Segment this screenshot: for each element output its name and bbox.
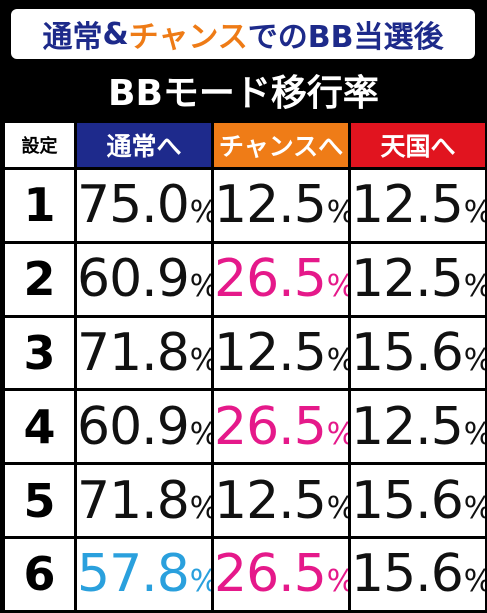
heaven-rate-value: 12.5 (351, 249, 464, 310)
heaven-rate-value: 15.6 (351, 322, 464, 383)
header-setting: 設定 (2, 120, 77, 170)
setting-cell: 3 (2, 314, 77, 392)
normal-rate-cell: 57.8% (74, 535, 214, 613)
chance-rate-value: 12.5 (214, 470, 327, 531)
normal-rate-value: 71.8 (77, 470, 190, 531)
percent-sign: % (190, 417, 210, 452)
heaven-rate-value: 12.5 (351, 396, 464, 457)
chance-rate-cell: 26.5% (211, 240, 351, 318)
table-row: 371.8%12.5%15.6% (2, 314, 487, 392)
chance-rate-value: 12.5 (214, 322, 327, 383)
percent-sign: % (190, 269, 210, 304)
percent-sign: % (464, 343, 484, 378)
normal-rate-value: 60.9 (77, 249, 190, 310)
percent-sign: % (464, 417, 484, 452)
percent-sign: % (190, 343, 210, 378)
percent-sign: % (327, 491, 347, 526)
chance-rate-cell: 12.5% (211, 314, 351, 392)
heaven-rate-value: 15.6 (351, 544, 464, 605)
percent-sign: % (464, 269, 484, 304)
heaven-rate-value: 15.6 (351, 470, 464, 531)
title-chance: チャンス (128, 20, 248, 55)
page-subtitle: BBモード移行率 (108, 73, 379, 114)
percent-sign: % (190, 491, 210, 526)
heaven-rate-cell: 15.6% (348, 314, 487, 392)
table-row: 260.9%26.5%12.5% (2, 240, 487, 318)
chance-rate-cell: 26.5% (211, 388, 351, 466)
percent-sign: % (464, 195, 484, 230)
chance-rate-value: 26.5 (214, 544, 327, 605)
table-row: 175.0%12.5%12.5% (2, 167, 487, 244)
title-amp: & (102, 16, 129, 52)
percent-sign: % (327, 343, 347, 378)
normal-rate-value: 57.8 (77, 544, 190, 605)
normal-rate-cell: 60.9% (74, 240, 214, 318)
normal-rate-cell: 71.8% (74, 314, 214, 392)
percent-sign: % (464, 564, 484, 599)
normal-rate-value: 75.0 (77, 175, 190, 236)
percent-sign: % (327, 269, 347, 304)
heaven-rate-value: 12.5 (351, 175, 464, 236)
setting-cell: 4 (2, 388, 77, 466)
heaven-rate-cell: 12.5% (348, 240, 487, 318)
setting-cell: 1 (2, 167, 77, 244)
setting-cell: 2 (2, 240, 77, 318)
normal-rate-value: 60.9 (77, 396, 190, 457)
normal-rate-cell: 75.0% (74, 167, 214, 244)
heaven-rate-cell: 15.6% (348, 535, 487, 613)
mode-rate-table: 設定 通常へ チャンスへ 天国へ 175.0%12.5%12.5%260.9%2… (2, 120, 487, 613)
percent-sign: % (464, 491, 484, 526)
heaven-rate-cell: 12.5% (348, 167, 487, 244)
normal-rate-value: 71.8 (77, 322, 190, 383)
percent-sign: % (190, 195, 210, 230)
chance-rate-cell: 26.5% (211, 535, 351, 613)
header-normal: 通常へ (74, 120, 214, 170)
table-row: 657.8%26.5%15.6% (2, 535, 487, 613)
normal-rate-cell: 60.9% (74, 388, 214, 466)
percent-sign: % (327, 417, 347, 452)
table-row: 571.8%12.5%15.6% (2, 462, 487, 539)
chance-rate-cell: 12.5% (211, 167, 351, 244)
table-body: 175.0%12.5%12.5%260.9%26.5%12.5%371.8%12… (2, 167, 487, 613)
table-row: 460.9%26.5%12.5% (2, 388, 487, 466)
setting-cell: 6 (2, 535, 77, 613)
title-rest: でのBB当選後 (247, 20, 444, 55)
percent-sign: % (327, 195, 347, 230)
title-normal: 通常 (42, 20, 103, 55)
header-row: 設定 通常へ チャンスへ 天国へ (2, 120, 487, 170)
percent-sign: % (327, 564, 347, 599)
heaven-rate-cell: 15.6% (348, 462, 487, 539)
chance-rate-value: 26.5 (214, 396, 327, 457)
percent-sign: % (190, 564, 210, 599)
header-chance: チャンスへ (211, 120, 351, 170)
setting-cell: 5 (2, 462, 77, 539)
chance-rate-cell: 12.5% (211, 462, 351, 539)
header-heaven: 天国へ (348, 120, 487, 170)
chance-rate-value: 12.5 (214, 175, 327, 236)
normal-rate-cell: 71.8% (74, 462, 214, 539)
chance-rate-value: 26.5 (214, 249, 327, 310)
page-title: 通常 & チャンス でのBB当選後 (11, 9, 475, 59)
heaven-rate-cell: 12.5% (348, 388, 487, 466)
